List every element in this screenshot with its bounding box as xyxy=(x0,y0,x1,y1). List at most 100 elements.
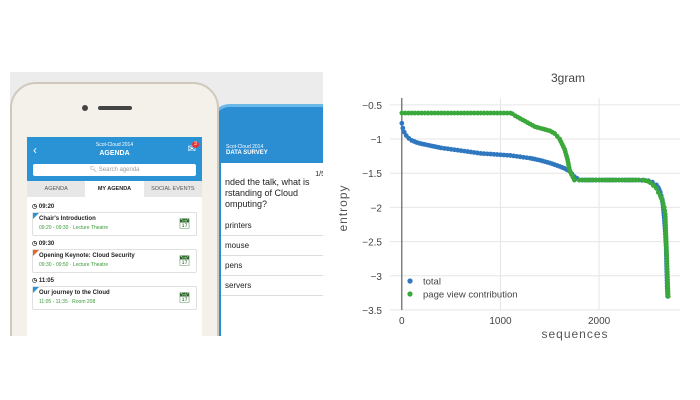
data-point xyxy=(603,177,609,183)
data-point xyxy=(593,177,599,183)
x-tick-label: 0 xyxy=(399,316,405,327)
calendar-icon[interactable]: 📅︎ xyxy=(178,293,191,304)
data-point xyxy=(402,110,408,116)
legend-marker xyxy=(407,291,413,297)
data-point xyxy=(422,110,428,116)
series-0 xyxy=(399,120,671,299)
calendar-icon[interactable]: 📅︎ xyxy=(178,256,191,267)
data-point xyxy=(583,177,589,183)
legend-label: page view contribution xyxy=(423,290,518,301)
tab-my-agenda[interactable]: MY AGENDA xyxy=(85,181,144,197)
survey-option[interactable]: servers xyxy=(221,276,323,296)
calendar-icon[interactable]: 📅︎ xyxy=(178,219,191,230)
session-time: ◷ 09:20 xyxy=(32,204,55,210)
flag-icon xyxy=(33,287,39,293)
data-point xyxy=(425,110,431,116)
data-point xyxy=(448,110,454,116)
page-title: AGENDA xyxy=(99,150,130,157)
survey-option[interactable]: pens xyxy=(221,256,323,276)
session-time: ◷ 11:05 xyxy=(32,278,54,284)
y-tick-label: −1.5 xyxy=(362,169,382,180)
session-meta: 11:05 - 11:35 · Room 208 xyxy=(39,299,96,305)
data-point xyxy=(636,177,641,183)
x-tick-label: 2000 xyxy=(588,316,611,327)
data-point xyxy=(501,110,507,116)
data-point xyxy=(580,177,586,183)
data-point xyxy=(475,110,480,116)
data-point xyxy=(504,110,510,116)
session-meta: 09:20 - 09:30 · Lecture Theatre xyxy=(39,225,109,231)
chart-marks xyxy=(399,110,671,299)
survey-count: 1/5 xyxy=(315,171,323,178)
session-card[interactable]: Opening Keynote: Cloud Security 09:30 - … xyxy=(32,249,197,273)
legend-marker xyxy=(407,278,413,284)
session-card[interactable]: Chair's Introduction 09:20 - 09:30 · Lec… xyxy=(32,212,197,236)
x-axis-label: sequences xyxy=(541,327,608,341)
data-point xyxy=(484,110,490,116)
survey-option[interactable]: printers xyxy=(221,216,323,236)
session-time-label: 11:05 xyxy=(38,278,54,284)
data-point xyxy=(406,110,411,116)
search-placeholder: Search agenda xyxy=(98,167,140,173)
search-input[interactable]: 🔍︎ Search agenda xyxy=(33,164,196,176)
data-point xyxy=(629,177,635,183)
data-point xyxy=(432,110,438,116)
data-point xyxy=(429,110,434,116)
data-point xyxy=(468,110,474,116)
survey-title: DATA SURVEY xyxy=(226,150,268,156)
data-point xyxy=(481,110,487,116)
chart-grid xyxy=(390,98,680,311)
data-point xyxy=(609,177,615,183)
phone-front: ‹ Scot-Cloud 2014 AGENDA ✉ 3 🔍︎ Search a… xyxy=(10,82,219,336)
session-time-label: 09:30 xyxy=(38,241,55,247)
data-point xyxy=(606,177,612,183)
tab-bar: AGENDA MY AGENDA SOCIAL EVENTS xyxy=(27,181,202,197)
y-axis-label: entropy xyxy=(336,184,350,231)
data-point xyxy=(399,110,405,116)
y-tick-label: −3 xyxy=(371,272,383,283)
survey-question: nded the talk, what is rstanding of Clou… xyxy=(225,177,310,209)
data-point xyxy=(435,110,441,116)
data-point xyxy=(572,177,577,183)
data-point xyxy=(665,293,671,299)
data-point xyxy=(452,110,457,116)
data-point xyxy=(412,110,418,116)
legend-label: total xyxy=(423,277,441,288)
data-point xyxy=(488,110,494,116)
chevron-left-icon[interactable]: ‹ xyxy=(33,143,37,157)
tab-social-events[interactable]: SOCIAL EVENTS xyxy=(151,186,195,192)
survey-option[interactable]: mouse xyxy=(221,236,323,256)
y-tick-label: −2.5 xyxy=(362,238,382,249)
data-point xyxy=(478,110,484,116)
session-title: Opening Keynote: Cloud Security xyxy=(39,253,135,259)
search-icon: 🔍︎ xyxy=(89,167,98,173)
flag-icon xyxy=(33,213,39,219)
flag-icon xyxy=(33,250,39,256)
chart-legend: total page view contribution xyxy=(407,277,518,301)
x-tick-label: 1000 xyxy=(489,316,512,327)
mail-icon[interactable]: ✉ xyxy=(187,144,196,155)
data-point xyxy=(494,110,500,116)
data-point xyxy=(461,110,467,116)
data-point xyxy=(632,177,638,183)
app-photo: Scot-Cloud 2014 DATA SURVEY 1/5 nded the… xyxy=(10,72,323,336)
data-point xyxy=(626,177,632,183)
data-point xyxy=(619,177,625,183)
app-header: ‹ Scot-Cloud 2014 AGENDA ✉ 3 🔍︎ Search a… xyxy=(27,137,202,181)
data-point xyxy=(590,177,595,183)
data-point xyxy=(409,110,415,116)
session-list: ◷ 09:20 Chair's Introduction 09:20 - 09:… xyxy=(27,197,202,312)
tab-agenda[interactable]: AGENDA xyxy=(44,186,68,192)
data-point xyxy=(653,185,659,191)
y-tick-label: −1 xyxy=(371,135,383,146)
session-card[interactable]: Our journey to the Cloud 11:05 - 11:35 ·… xyxy=(32,286,197,310)
chart-title: 3gram xyxy=(551,71,585,85)
session-title: Chair's Introduction xyxy=(39,216,96,222)
data-point xyxy=(616,177,622,183)
camera-icon xyxy=(82,105,88,111)
session-title: Our journey to the Cloud xyxy=(39,290,110,296)
data-point xyxy=(455,110,461,116)
entropy-chart: 3gram −0.5 −1 −1.5 −2 −2.5 −3 −3.5 0 1000 2000 se… xyxy=(336,71,680,341)
survey-header: Scot-Cloud 2014 DATA SURVEY xyxy=(221,141,323,163)
data-point xyxy=(419,110,424,116)
